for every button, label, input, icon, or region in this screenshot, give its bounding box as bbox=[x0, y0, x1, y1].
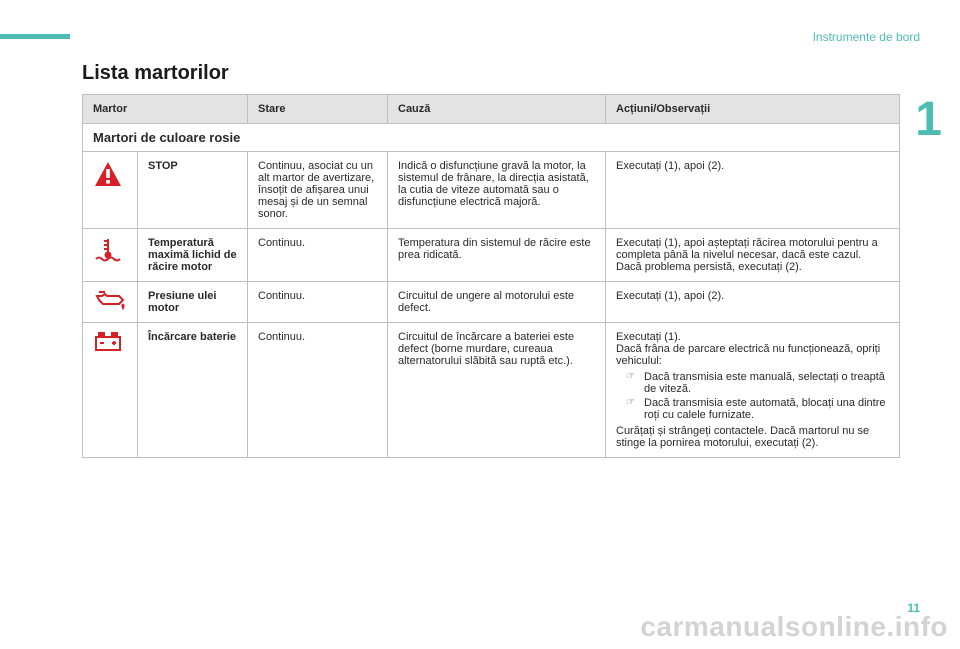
indicators-table: Martor Stare Cauză Acțiuni/Observații Ma… bbox=[82, 94, 900, 458]
indicator-action: Executați (1), apoi (2). bbox=[606, 152, 900, 229]
icon-cell bbox=[83, 229, 138, 282]
watermark: carmanualsonline.info bbox=[640, 611, 948, 643]
table-row: Presiune ulei motor Continuu. Circuitul … bbox=[83, 282, 900, 323]
icon-cell bbox=[83, 323, 138, 458]
indicator-cause: Circuitul de ungere al motorului este de… bbox=[388, 282, 606, 323]
chapter-number: 1 bbox=[915, 92, 942, 147]
indicator-state: Continuu. bbox=[248, 323, 388, 458]
col-header-actiuni: Acțiuni/Observații bbox=[606, 95, 900, 124]
action-bullets: Dacă transmisia este manuală, selectați … bbox=[616, 371, 889, 421]
indicator-cause: Circuitul de încărcare a bateriei este d… bbox=[388, 323, 606, 458]
col-header-cauza: Cauză bbox=[388, 95, 606, 124]
indicator-name: Temperatură maximă lichid de răcire moto… bbox=[138, 229, 248, 282]
section-row: Martori de culoare rosie bbox=[83, 124, 900, 152]
table-header-row: Martor Stare Cauză Acțiuni/Observații bbox=[83, 95, 900, 124]
oil-icon bbox=[93, 290, 127, 310]
indicator-cause: Indică o disfuncțiune gravă la motor, la… bbox=[388, 152, 606, 229]
accent-bar bbox=[0, 34, 70, 39]
icon-cell bbox=[83, 152, 138, 229]
action-bullet: Dacă transmisia este automată, blocați u… bbox=[632, 397, 889, 421]
action-intro: Executați (1). bbox=[616, 331, 889, 343]
page-title: Lista martorilor bbox=[82, 62, 229, 85]
action-outro: Curățați și strângeți contactele. Dacă m… bbox=[616, 425, 889, 449]
indicator-state: Continuu, asociat cu un alt martor de av… bbox=[248, 152, 388, 229]
action-bullet: Dacă transmisia este manuală, selectați … bbox=[632, 371, 889, 395]
table-row: Încărcare baterie Continuu. Circuitul de… bbox=[83, 323, 900, 458]
indicator-action: Executați (1), apoi așteptați răcirea mo… bbox=[606, 229, 900, 282]
indicator-state: Continuu. bbox=[248, 282, 388, 323]
table-row: Temperatură maximă lichid de răcire moto… bbox=[83, 229, 900, 282]
breadcrumb: Instrumente de bord bbox=[813, 30, 920, 44]
indicator-action: Executați (1), apoi (2). bbox=[606, 282, 900, 323]
warning-icon bbox=[93, 160, 123, 190]
table-row: STOP Continuu, asociat cu un alt martor … bbox=[83, 152, 900, 229]
battery-icon bbox=[93, 331, 123, 353]
indicator-cause: Temperatura din sistemul de răcire este … bbox=[388, 229, 606, 282]
col-header-stare: Stare bbox=[248, 95, 388, 124]
col-header-martor: Martor bbox=[83, 95, 248, 124]
indicator-name: Presiune ulei motor bbox=[138, 282, 248, 323]
indicator-action: Executați (1). Dacă frâna de parcare ele… bbox=[606, 323, 900, 458]
section-label: Martori de culoare rosie bbox=[83, 124, 900, 152]
indicator-state: Continuu. bbox=[248, 229, 388, 282]
action-line2: Dacă frâna de parcare electrică nu funcț… bbox=[616, 343, 889, 367]
indicator-name: STOP bbox=[138, 152, 248, 229]
temperature-icon bbox=[93, 237, 123, 263]
icon-cell bbox=[83, 282, 138, 323]
indicator-name: Încărcare baterie bbox=[138, 323, 248, 458]
